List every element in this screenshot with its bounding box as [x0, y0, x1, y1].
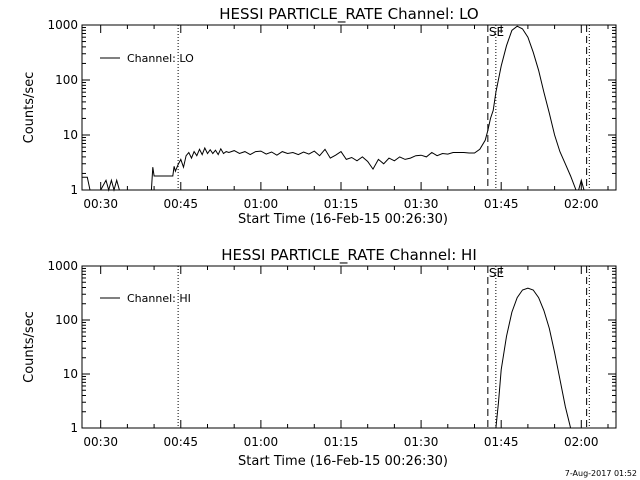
x-tick-label: 01:00	[244, 197, 279, 211]
marker-label: SE	[489, 25, 504, 39]
chart-title: HESSI PARTICLE_RATE Channel: HI	[221, 246, 477, 265]
x-tick-label: 00:45	[163, 197, 198, 211]
x-tick-label: 01:15	[324, 435, 359, 449]
series-line	[495, 287, 572, 429]
date-stamp: 7-Aug-2017 01:52	[565, 469, 637, 478]
legend-entry: Channel: HI	[127, 292, 191, 305]
y-tick-label: 10	[63, 128, 78, 142]
y-tick-label: 100	[55, 73, 78, 87]
x-tick-label: 00:30	[83, 435, 118, 449]
y-tick-label: 10	[63, 367, 78, 381]
x-tick-label: 01:45	[484, 197, 519, 211]
x-tick-label: 00:30	[83, 197, 118, 211]
y-tick-label: 1	[70, 421, 78, 435]
y-tick-label: 1	[70, 183, 78, 197]
plot-frame	[81, 24, 617, 191]
series-line	[82, 25, 590, 192]
x-tick-label: 01:45	[484, 435, 519, 449]
y-tick-label: 100	[55, 313, 78, 327]
chart-title: HESSI PARTICLE_RATE Channel: LO	[219, 5, 478, 24]
y-tick-label: 1000	[47, 18, 78, 32]
x-axis-label: Start Time (16-Feb-15 00:26:30)	[238, 212, 448, 227]
x-tick-label: 02:00	[564, 197, 599, 211]
marker-label: SE	[489, 266, 504, 280]
y-tick-label: 1000	[47, 259, 78, 273]
panel-lo: HESSI PARTICLE_RATE Channel: LO 00:30 00:4…	[22, 5, 617, 227]
x-tick-label: 00:45	[163, 435, 198, 449]
panel-hi: HESSI PARTICLE_RATE Channel: HI 00:30 00:4…	[22, 246, 617, 469]
x-tick-label: 01:00	[244, 435, 279, 449]
plot-frame	[81, 265, 617, 429]
legend-entry: Channel: LO	[127, 52, 194, 65]
x-tick-label: 01:30	[404, 435, 439, 449]
y-axis-label: Counts/sec	[22, 311, 37, 383]
x-tick-label: 01:30	[404, 197, 439, 211]
y-axis-label: Counts/sec	[22, 72, 37, 144]
x-tick-label: 01:15	[324, 197, 359, 211]
x-tick-label: 02:00	[564, 435, 599, 449]
x-axis-label: Start Time (16-Feb-15 00:26:30)	[238, 454, 448, 469]
